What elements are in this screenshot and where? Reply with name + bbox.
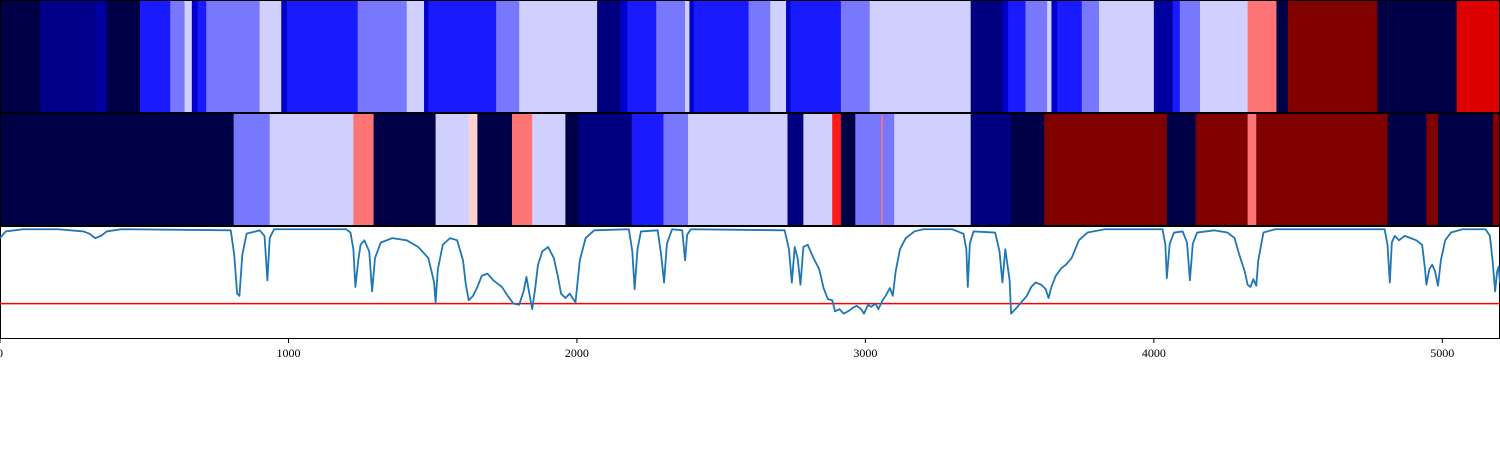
heatmap-middle-segment [1426,113,1439,226]
heatmap-middle-segment [512,113,533,226]
heatmap-top-segment [970,0,1003,113]
heatmap-top-segment [689,0,695,113]
heatmap-top-segment [840,0,871,113]
heatmap-middle-segment [1011,113,1045,226]
x-tick-label: 4000 [1142,346,1166,360]
x-tick-label: 2000 [565,346,589,360]
heatmap-middle-segment [1247,113,1257,226]
heatmap-top-segment [770,0,787,113]
heatmap-middle-segment [970,113,1012,226]
heatmap-top-segment [786,0,791,113]
heatmap-middle-segment [803,113,833,226]
heatmap-top-segment [693,0,749,113]
heatmap-top-segment [106,0,141,113]
heatmap-top-segment [95,0,108,113]
heatmap-top-segment [281,0,288,113]
heatmap-middle-segment [565,113,579,226]
heatmap-top-segment [1008,0,1026,113]
heatmap-top-segment [620,0,628,113]
heatmap-middle-segment [1437,113,1494,226]
heatmap-middle [0,113,1500,226]
heatmap-top-segment [259,0,282,113]
heatmap-top-segment [1051,0,1058,113]
heatmap-top-segment [40,0,96,113]
heatmap-middle-segment [1166,113,1197,226]
heatmap-middle-segment [631,113,664,226]
heatmap-top-segment [206,0,261,113]
x-tick-label: 3000 [853,346,877,360]
heatmap-middle-segment [787,113,804,226]
x-tick-label: 5000 [1430,346,1454,360]
heatmap-middle-segment [855,113,882,226]
heatmap-top-segment [1057,0,1083,113]
heatmap-top-segment [685,0,690,113]
series-line [0,228,1500,315]
heatmap-top-segment [1025,0,1048,113]
heatmap-top-segment [428,0,497,113]
heatmap-top-segment [1153,0,1173,113]
heatmap-top-segment [357,0,408,113]
heatmap-top-segment [406,0,425,113]
heatmap-top-segment [1179,0,1201,113]
heatmap-middle-segment [0,113,235,226]
heatmap-top [0,0,1500,113]
heatmap-top-segment [1081,0,1100,113]
heatmap-middle-segment [1492,113,1500,226]
heatmap-top-segment [519,0,598,113]
heatmap-top-segment [597,0,621,113]
heatmap-top-segment [748,0,771,113]
heatmap-top-segment [1276,0,1289,113]
heatmap-middle-segment [468,113,478,226]
heatmap-top-segment [869,0,972,113]
heatmap-top-segment [424,0,429,113]
x-tick-label: 1000 [276,346,300,360]
heatmap-top-segment [790,0,842,113]
heatmap-middle-segment [894,113,972,226]
heatmap-middle-segment [373,113,436,226]
heatmap-top-segment [0,0,41,113]
heatmap-middle-segment [233,113,271,226]
heatmap-middle-segment [882,113,895,226]
line-plot-panel: 0 1000 2000 3000 4000 5000 [0,226,1500,360]
heatmap-middle-segment [840,113,856,226]
x-tick-label: 0 [0,346,3,360]
x-axis: 0 1000 2000 3000 4000 5000 [0,338,1454,360]
heatmap-top-segment [191,0,198,113]
heatmap-middle-segment [1044,113,1168,226]
heatmap-top-segment [1172,0,1181,113]
heatmap-top-segment [1200,0,1248,113]
heatmap-top-segment [1247,0,1277,113]
heatmap-top-segment [496,0,520,113]
heatmap-top-segment [197,0,207,113]
heatmap-middle-segment [687,113,788,226]
heatmap-top-segment [184,0,193,113]
heatmap-top-segment [1047,0,1052,113]
heatmap-top-segment [627,0,657,113]
heatmap-top-segment [1002,0,1009,113]
heatmap-middle-segment [532,113,566,226]
heatmap-top-segment [1456,0,1500,113]
heatmap-middle-segment [881,113,884,226]
line-plot-frame [0,226,1500,339]
heatmap-middle-segment [435,113,470,226]
heatmap-top-segment [656,0,686,113]
heatmap-middle-segment [1195,113,1248,226]
heatmap-top-segment [1287,0,1378,113]
heatmap-middle-segment [1387,113,1427,226]
heatmap-top-segment [1099,0,1155,113]
heatmap-middle-segment [353,113,374,226]
heatmap-top-segment [1377,0,1458,113]
heatmap-top-segment [287,0,359,113]
heatmap-middle-segment [269,113,354,226]
heatmap-top-segment [170,0,186,113]
heatmap-middle-segment [477,113,513,226]
heatmap-top-segment [139,0,171,113]
heatmap-middle-segment [663,113,689,226]
heatmap-middle-segment [832,113,842,226]
heatmap-middle-segment [1256,113,1388,226]
heatmap-middle-segment [578,113,633,226]
